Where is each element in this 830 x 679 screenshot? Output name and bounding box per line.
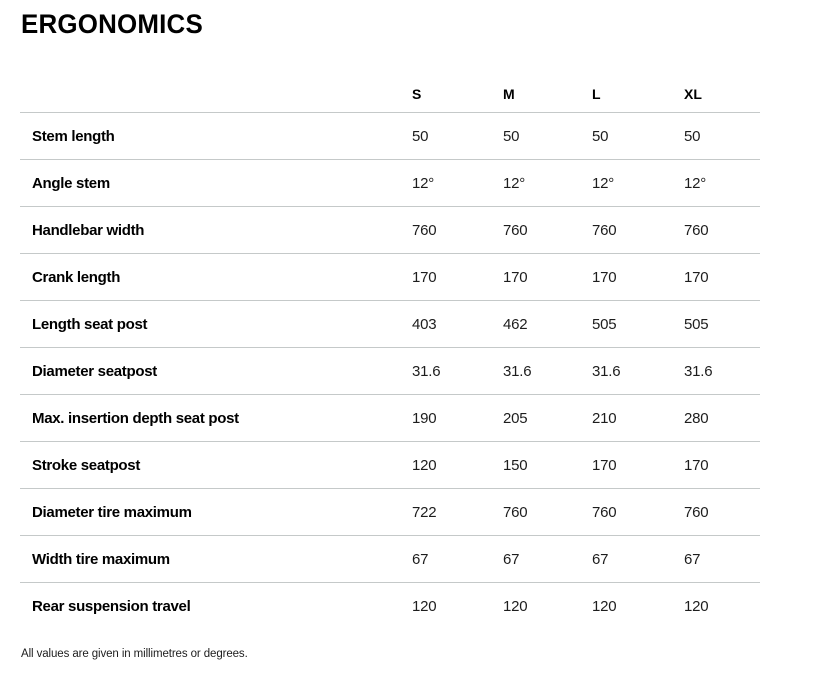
- cell-xl: 50: [684, 112, 760, 160]
- row-label: Diameter tire maximum: [20, 488, 412, 536]
- cell-s: 722: [412, 488, 503, 536]
- cell-m: 31.6: [503, 347, 592, 395]
- cell-l: 760: [592, 488, 684, 536]
- cell-xl: 12°: [684, 159, 760, 207]
- table-row: Crank length 170 170 170 170: [20, 253, 760, 301]
- cell-xl: 760: [684, 206, 760, 254]
- column-header-s: S: [412, 75, 503, 113]
- row-label: Diameter seatpost: [20, 347, 412, 395]
- cell-l: 120: [592, 597, 617, 615]
- cell-xl: 280: [684, 394, 760, 442]
- table-row: Stem length 50 50 50 50: [20, 112, 760, 160]
- cell-s: 31.6: [412, 347, 503, 395]
- table-row: Max. insertion depth seat post 190 205 210 2…: [20, 394, 760, 442]
- row-label: Handlebar width: [20, 206, 412, 254]
- row-label: Angle stem: [20, 159, 412, 207]
- table-row: Length seat post 403 462 505 505: [20, 300, 760, 348]
- cell-m: 760: [503, 206, 592, 254]
- page-title: ERGONOMICS: [21, 9, 203, 39]
- table-row: Diameter seatpost 31.6 31.6 31.6 31.6: [20, 347, 760, 395]
- cell-xl: 170: [684, 441, 760, 489]
- cell-l: 12°: [592, 159, 684, 207]
- ergonomics-table: S M L XL Stem length 50 50 50 50 Angle stem 12° 12…: [20, 75, 760, 629]
- row-label: Max. insertion depth seat post: [20, 394, 412, 442]
- cell-s: 12°: [412, 159, 503, 207]
- cell-xl: 31.6: [684, 347, 760, 395]
- cell-xl: 170: [684, 253, 760, 301]
- footnote: All values are given in millimetres or d…: [21, 648, 248, 660]
- cell-xl: 760: [684, 488, 760, 536]
- cell-s: 50: [412, 112, 503, 160]
- table-row: Angle stem 12° 12° 12° 12°: [20, 159, 760, 207]
- table-row: Handlebar width 760 760 760 760: [20, 206, 760, 254]
- cell-m: 120: [503, 597, 528, 615]
- table-row: Stroke seatpost 120 150 170 170: [20, 441, 760, 489]
- cell-l: 31.6: [592, 347, 684, 395]
- label-column-header: [20, 75, 412, 113]
- row-label: Width tire maximum: [20, 535, 412, 583]
- table-body: Stem length 50 50 50 50 Angle stem 12° 12° 12° 12…: [20, 112, 760, 630]
- cell-s: 190: [412, 394, 503, 442]
- cell-xl: 505: [684, 300, 760, 348]
- cell-l: 760: [592, 206, 684, 254]
- cell-s: 403: [412, 300, 503, 348]
- column-header-l: L: [592, 75, 684, 113]
- column-header-m: M: [503, 75, 592, 113]
- row-label: Crank length: [20, 253, 412, 301]
- table-header-row: S M L XL: [20, 75, 760, 113]
- cell-xl: 67: [684, 535, 760, 583]
- cell-m: 150: [503, 441, 592, 489]
- table-row: Width tire maximum 67 67 67 67: [20, 535, 760, 583]
- cell-m: 50: [503, 112, 592, 160]
- cell-l: 170: [592, 253, 684, 301]
- row-label: Stem length: [20, 112, 412, 160]
- table-row: Rear suspension travel 120 120 120 120: [20, 583, 760, 630]
- cell-m: 462: [503, 300, 592, 348]
- cell-s: 67: [412, 535, 503, 583]
- table-row: Diameter tire maximum 722 760 760 760: [20, 488, 760, 536]
- row-label: Stroke seatpost: [20, 441, 412, 489]
- cell-s: 120: [412, 597, 437, 615]
- cell-l: 170: [592, 441, 684, 489]
- cell-l: 505: [592, 300, 684, 348]
- cell-l: 50: [592, 112, 684, 160]
- cell-l: 67: [592, 535, 684, 583]
- cell-m: 170: [503, 253, 592, 301]
- cell-s: 120: [412, 441, 503, 489]
- cell-m: 760: [503, 488, 592, 536]
- row-label: Length seat post: [20, 300, 412, 348]
- cell-l: 210: [592, 394, 684, 442]
- row-label: Rear suspension travel: [32, 597, 191, 615]
- column-header-xl: XL: [684, 75, 760, 113]
- cell-m: 67: [503, 535, 592, 583]
- table-header: S M L XL: [20, 75, 760, 113]
- cell-xl: 120: [684, 597, 709, 615]
- cell-s: 170: [412, 253, 503, 301]
- ergonomics-section: ERGONOMICS S M L XL Stem length 50 50 50 50 Angl…: [20, 9, 760, 660]
- cell-s: 760: [412, 206, 503, 254]
- cell-m: 205: [503, 394, 592, 442]
- cell-m: 12°: [503, 159, 592, 207]
